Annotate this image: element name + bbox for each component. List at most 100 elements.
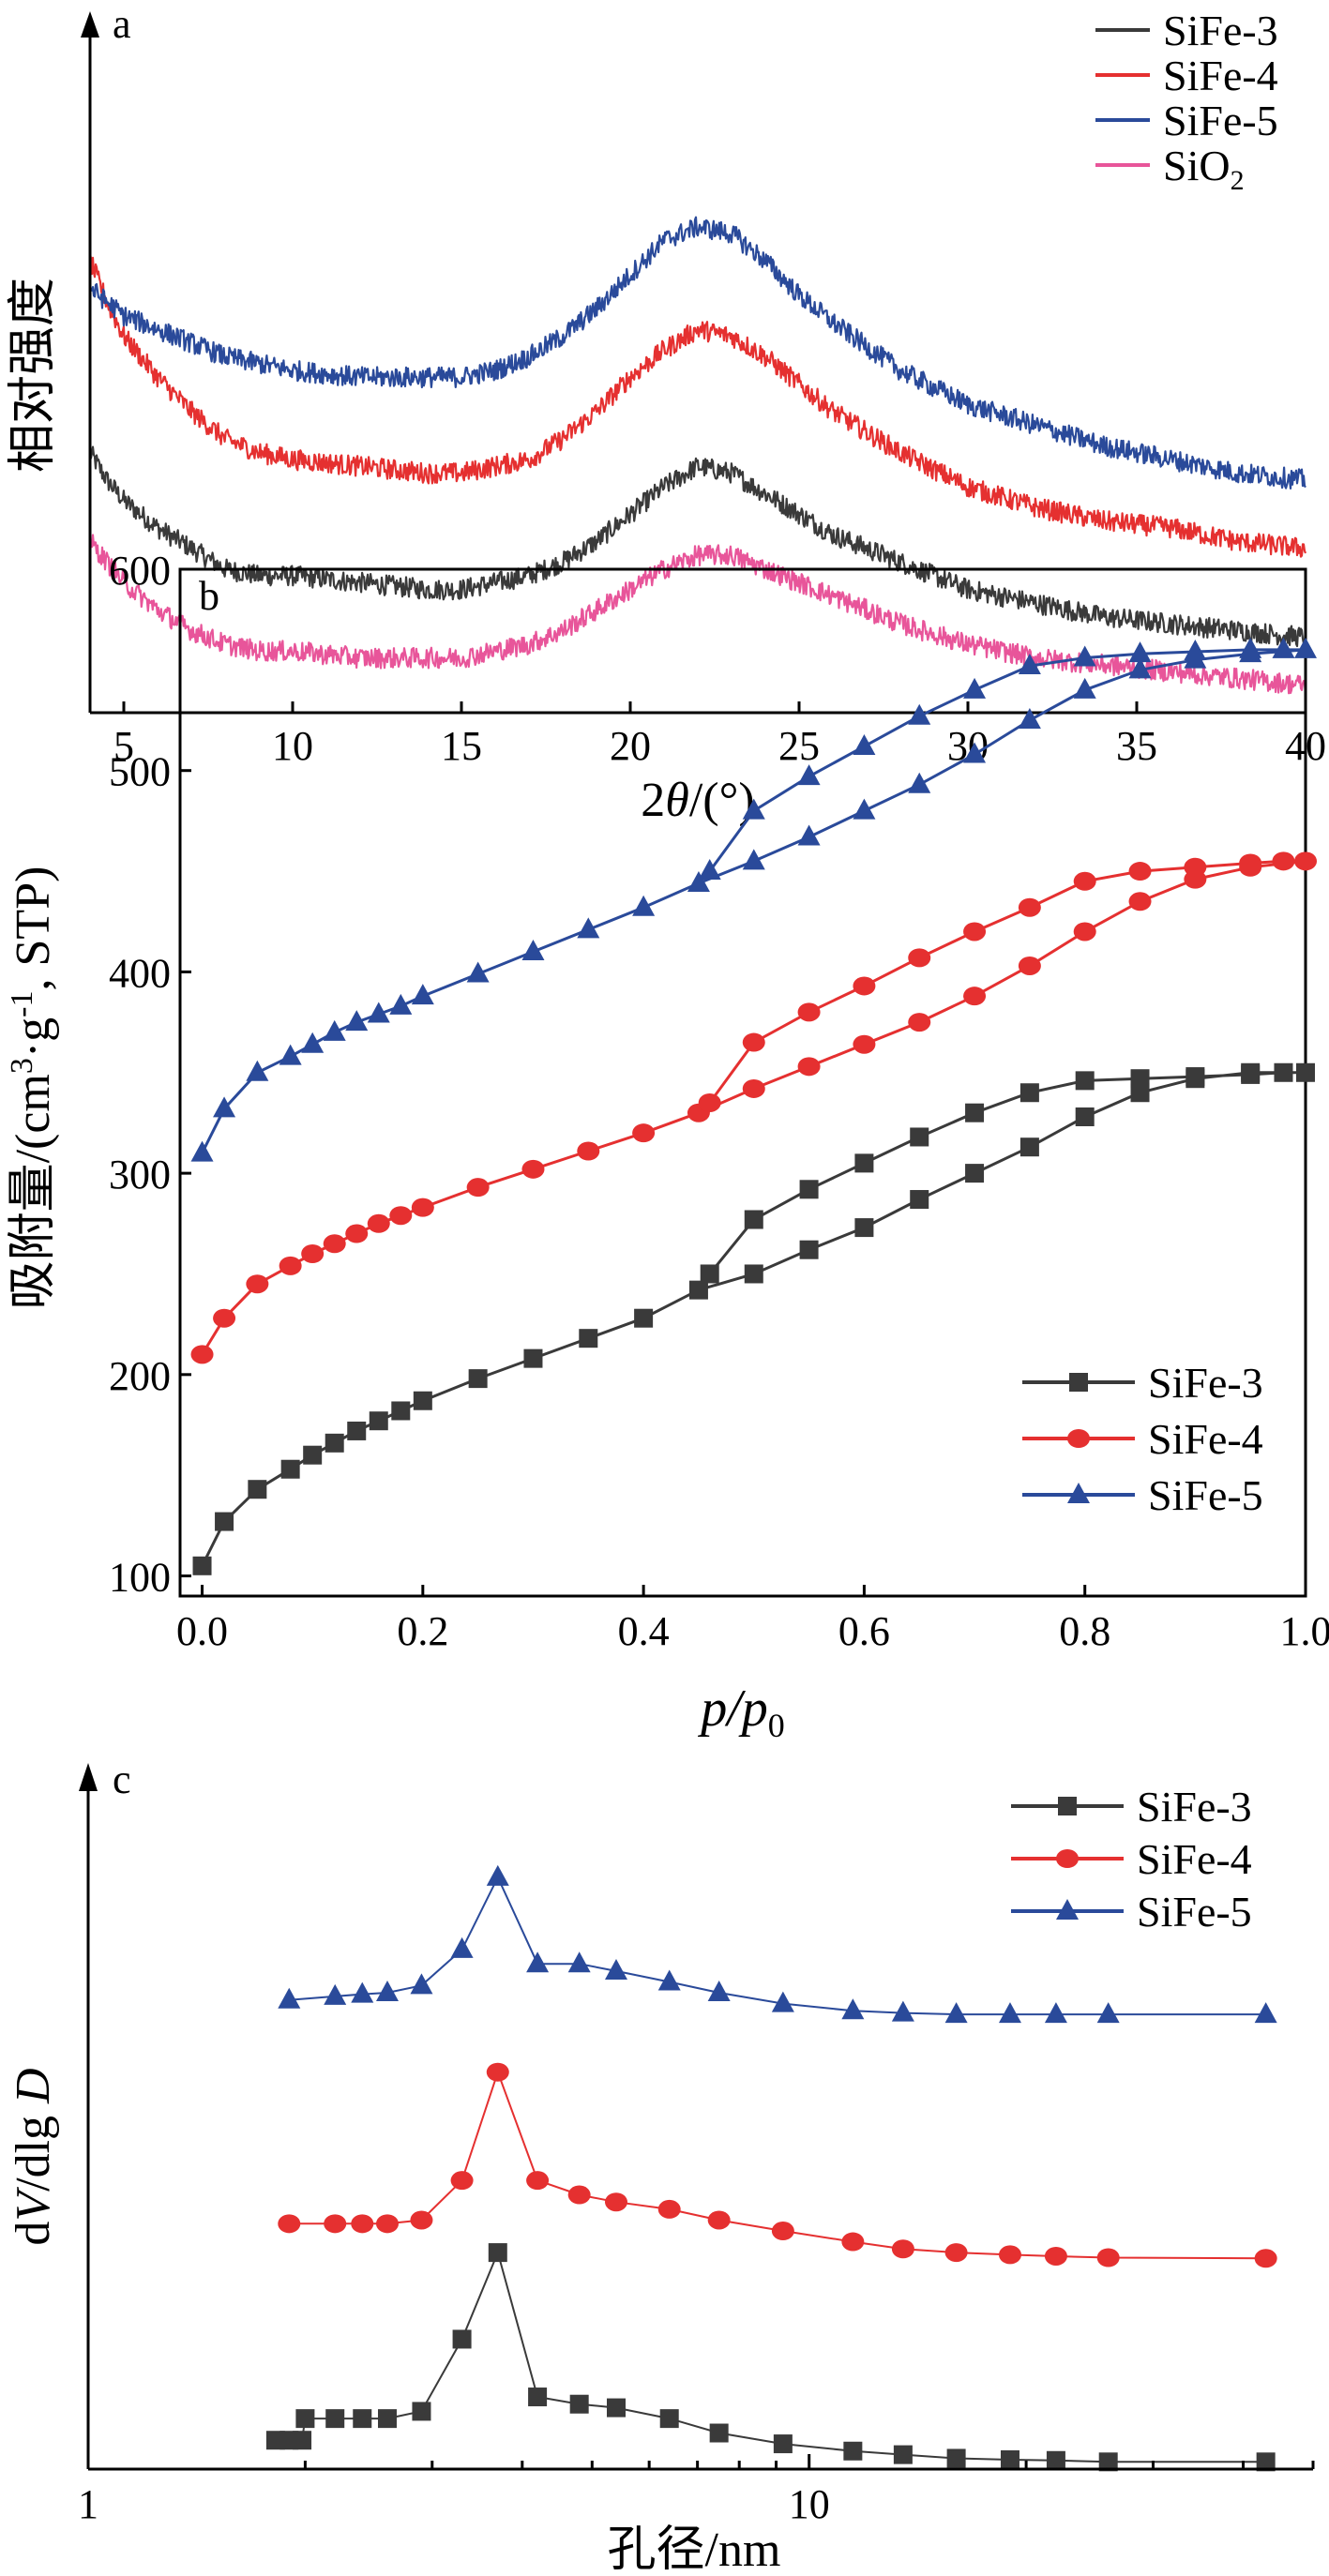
panel-b-point-0-21	[1075, 1107, 1095, 1126]
panel-b-point-1-30	[1073, 871, 1096, 891]
panel-b-point-1-15	[742, 1078, 765, 1098]
panel-b-point-1-4	[301, 1244, 325, 1263]
panel-a-series-sio	[88, 534, 1307, 695]
panel-b-point-2-18	[908, 772, 931, 793]
panel-b-point-0-30	[1075, 1071, 1095, 1091]
panel-b-legend-label-1: SiFe-4	[1148, 1415, 1263, 1463]
panel-b-point-1-1	[213, 1308, 236, 1328]
panel-c-legend-label-0: SiFe-3	[1137, 1783, 1252, 1830]
panel-b-point-2-9	[411, 984, 434, 1005]
panel-b-point-0-31	[1019, 1083, 1039, 1103]
panel-b-point-2-1	[213, 1096, 236, 1118]
panel-c-point-2-1	[324, 1983, 347, 2005]
panel-b-point-2-21	[1073, 677, 1096, 699]
panel-c-point-0-10	[528, 2388, 548, 2407]
panel-b-point-1-21	[1073, 922, 1096, 942]
panel-b-point-2-19	[963, 742, 987, 763]
panel-c-point-0-2	[293, 2431, 312, 2450]
panel-b-point-0-11	[523, 1348, 543, 1368]
panel-b-point-2-15	[742, 849, 765, 870]
panel-b-point-0-16	[799, 1240, 819, 1259]
panel-c-point-1-15	[944, 2243, 968, 2263]
panel-b-point-0-29	[1130, 1069, 1150, 1089]
panel-b-point-1-26	[1272, 851, 1295, 871]
panel-c-point-2-15	[944, 2002, 968, 2024]
panel-b-point-0-12	[579, 1329, 598, 1348]
panel-b-point-2-27	[1239, 637, 1262, 658]
panel-b-point-2-34	[853, 733, 876, 755]
panel-c-point-0-12	[606, 2398, 626, 2418]
panel-c-legend-marker-0	[1058, 1797, 1077, 1815]
panel-b-legend: SiFe-3 SiFe-4 SiFe-5	[1022, 1359, 1263, 1519]
panel-c-point-0-14	[709, 2423, 729, 2443]
panel-b-point-2-3	[279, 1044, 302, 1065]
panel-b-x-tick-label-5: 1.0	[1280, 1608, 1329, 1654]
panel-b-point-1-25	[1294, 851, 1317, 871]
panel-b-point-0-5	[325, 1433, 344, 1453]
panel-b-point-0-22	[1130, 1083, 1150, 1103]
panel-b-point-0-9	[413, 1391, 432, 1410]
panel-b-label: b	[199, 573, 219, 619]
panel-b-point-1-3	[279, 1256, 302, 1275]
panel-b-point-0-20	[1019, 1137, 1039, 1157]
panel-c-point-2-0	[278, 1987, 301, 2009]
panel-c-series-group	[265, 1864, 1277, 2472]
panel-b-point-1-0	[190, 1345, 214, 1364]
panel-b-point-0-6	[347, 1421, 367, 1440]
panel-c-point-0-16	[843, 2441, 863, 2461]
panel-b-point-2-10	[466, 961, 490, 983]
panel-c-point-2-7	[526, 1951, 550, 1973]
panel-c-legend: SiFe-3 SiFe-4 SiFe-5	[1011, 1783, 1252, 1936]
panel-b-series-group	[190, 637, 1317, 1575]
panel-a-x-tick-label-6: 35	[1116, 723, 1157, 769]
panel-a-y-label: 相对强度	[7, 278, 60, 473]
panel-b-y-tick-label-3: 400	[109, 950, 171, 996]
panel-b-point-1-13	[632, 1123, 656, 1143]
panel-c-point-2-14	[891, 2000, 914, 2022]
panel-c-point-1-17	[1044, 2246, 1067, 2266]
panel-b-point-2-20	[1018, 708, 1041, 730]
panel-a-legend-label-3: SiO2	[1163, 142, 1245, 196]
panel-b-point-0-27	[1241, 1064, 1261, 1084]
panel-b-point-0-37	[700, 1264, 719, 1284]
panel-b-point-0-8	[391, 1401, 411, 1421]
panel-b-point-2-31	[1018, 654, 1041, 675]
panel-b-point-1-8	[389, 1206, 413, 1226]
panel-c-point-1-6	[486, 2062, 509, 2082]
panel-c-point-1-13	[841, 2232, 865, 2252]
panel-b-legend-label-2: SiFe-5	[1148, 1471, 1263, 1519]
panel-c-point-1-12	[771, 2222, 794, 2241]
panel-a-x-tick-label-2: 15	[441, 723, 482, 769]
panel-b-point-1-18	[908, 1013, 931, 1032]
panel-b-point-1-32	[963, 922, 987, 942]
panel-b-point-1-16	[797, 1057, 821, 1077]
panel-c-point-2-18	[1096, 2002, 1120, 2024]
panel-b-point-1-17	[853, 1034, 876, 1054]
panel-b-point-0-33	[910, 1127, 929, 1147]
panel-b-point-0-4	[303, 1445, 323, 1465]
panel-b-y-tick-label-4: 500	[109, 749, 171, 795]
panel-b-point-1-19	[963, 987, 987, 1006]
panel-c-point-0-21	[1098, 2452, 1118, 2472]
panel-c-point-2-17	[1044, 2002, 1067, 2024]
panel-c-point-1-9	[604, 2192, 627, 2212]
panel-c-point-1-18	[1096, 2248, 1120, 2267]
panel-b-point-2-4	[301, 1032, 325, 1053]
panel-c-point-0-18	[946, 2448, 966, 2468]
panel-c-point-1-0	[278, 2214, 301, 2234]
panel-c-point-1-5	[450, 2171, 474, 2191]
panel-b-point-0-28	[1186, 1067, 1205, 1087]
panel-b-point-0-15	[744, 1264, 763, 1284]
panel-c-x-label: 孔径/nm	[608, 2523, 781, 2576]
panel-b-point-1-7	[367, 1213, 390, 1233]
panel-b-point-2-13	[632, 895, 656, 916]
panel-a-x-ticks: 5 10 15 20 25 30 35 40	[113, 701, 1326, 769]
panel-b-point-2-29	[1128, 641, 1152, 663]
panel-a-legend-label-0: SiFe-3	[1163, 7, 1278, 54]
panel-b-point-0-7	[369, 1411, 388, 1431]
panel-c-point-1-14	[891, 2239, 914, 2259]
panel-c-point-0-17	[893, 2445, 913, 2464]
panel-c-point-1-11	[707, 2210, 731, 2230]
panel-c-point-0-8	[452, 2329, 472, 2349]
